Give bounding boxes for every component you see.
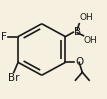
Text: OH: OH	[80, 13, 94, 22]
Text: OH: OH	[84, 36, 98, 45]
Text: F: F	[1, 32, 7, 42]
Text: B: B	[74, 27, 81, 37]
Text: O: O	[75, 57, 83, 67]
Text: Br: Br	[8, 73, 20, 83]
